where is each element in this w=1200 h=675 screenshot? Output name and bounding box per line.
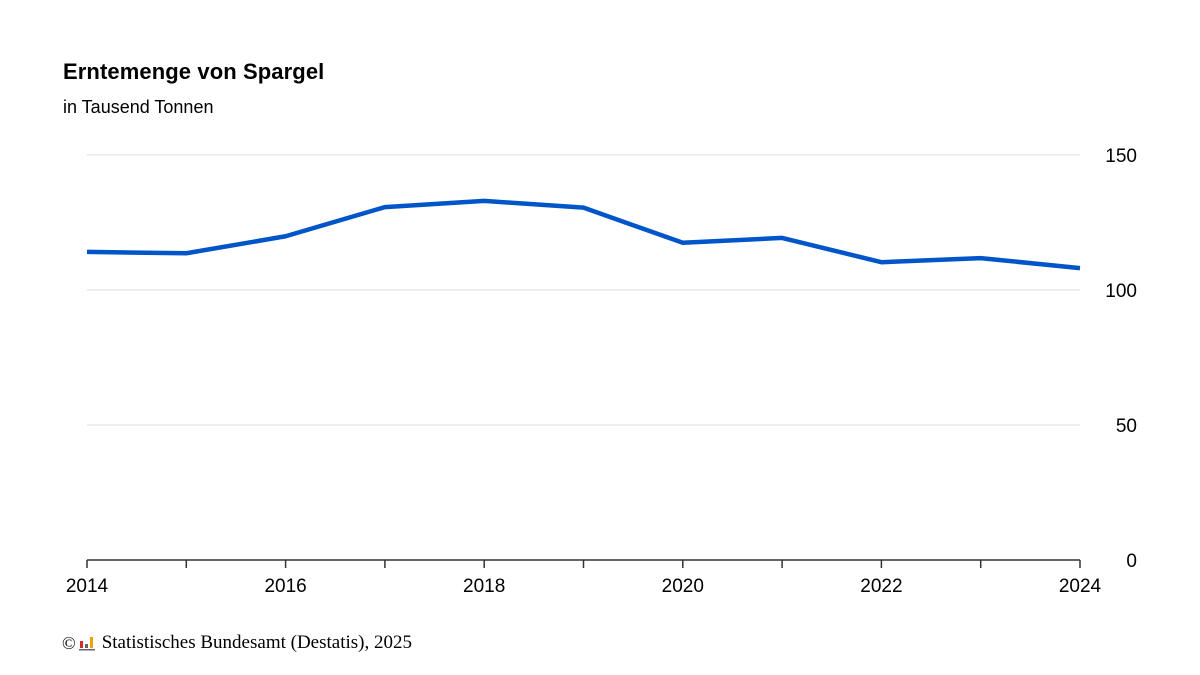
source-text: Statistisches Bundesamt (Destatis), 2025 [101,632,412,653]
chart-subtitle: in Tausend Tonnen [63,97,214,117]
y-axis-tick-labels: 0 50 100 150 [1105,146,1137,572]
x-tick-label-2014: 2014 [66,576,109,597]
chart-title: Erntemenge von Spargel [63,59,325,84]
grid-lines [87,154,1080,426]
x-axis-tick-labels: 2014 2016 2018 2020 2022 2024 [66,576,1102,597]
x-tick-label-2020: 2020 [662,576,704,597]
x-axis [86,559,1081,568]
series-line-0 [86,198,1081,271]
x-tick-label-2018: 2018 [463,576,505,597]
destatis-logo-icon [78,637,95,651]
copyright-symbol: © [62,632,76,653]
x-tick-label-2024: 2024 [1059,576,1102,597]
y-tick-label-100: 100 [1105,281,1137,302]
x-tick-label-2016: 2016 [264,576,306,597]
y-tick-label-150: 150 [1105,146,1137,167]
y-tick-label-50: 50 [1116,416,1137,437]
series-lines [86,198,1081,271]
source-footer: © Statistisches Bundesamt (Destatis), 20… [62,632,412,654]
x-tick-label-2022: 2022 [860,576,902,597]
y-tick-label-0: 0 [1126,551,1137,572]
